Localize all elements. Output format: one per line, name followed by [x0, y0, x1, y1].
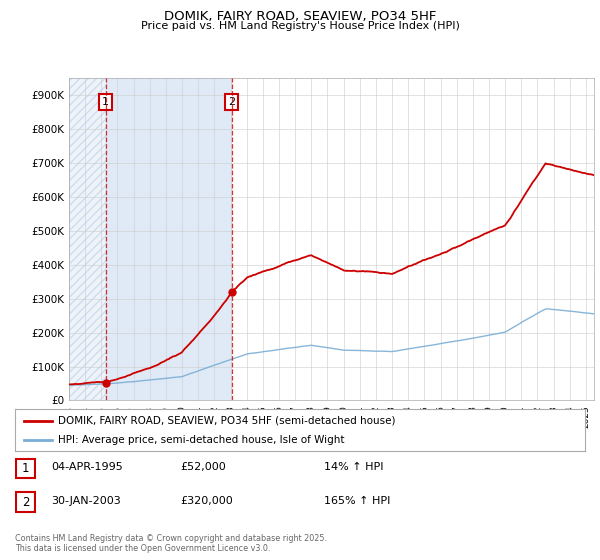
Text: 1: 1: [22, 462, 29, 475]
Text: 04-APR-1995: 04-APR-1995: [51, 462, 123, 472]
Bar: [69, 78, 106, 400]
Text: 1: 1: [102, 97, 109, 107]
Text: 30-JAN-2003: 30-JAN-2003: [51, 496, 121, 506]
FancyBboxPatch shape: [16, 492, 35, 512]
Text: 165% ↑ HPI: 165% ↑ HPI: [324, 496, 391, 506]
Text: £320,000: £320,000: [180, 496, 233, 506]
FancyBboxPatch shape: [16, 459, 35, 478]
Text: DOMIK, FAIRY ROAD, SEAVIEW, PO34 5HF (semi-detached house): DOMIK, FAIRY ROAD, SEAVIEW, PO34 5HF (se…: [58, 416, 395, 426]
Text: 2: 2: [22, 496, 29, 508]
Text: Price paid vs. HM Land Registry's House Price Index (HPI): Price paid vs. HM Land Registry's House …: [140, 21, 460, 31]
Text: DOMIK, FAIRY ROAD, SEAVIEW, PO34 5HF: DOMIK, FAIRY ROAD, SEAVIEW, PO34 5HF: [164, 10, 436, 23]
Text: £52,000: £52,000: [180, 462, 226, 472]
Text: Contains HM Land Registry data © Crown copyright and database right 2025.
This d: Contains HM Land Registry data © Crown c…: [15, 534, 327, 553]
Text: HPI: Average price, semi-detached house, Isle of Wight: HPI: Average price, semi-detached house,…: [58, 435, 344, 445]
Text: 14% ↑ HPI: 14% ↑ HPI: [324, 462, 383, 472]
Text: 2: 2: [228, 97, 235, 107]
Bar: [69, 78, 106, 400]
Bar: [106, 78, 232, 400]
